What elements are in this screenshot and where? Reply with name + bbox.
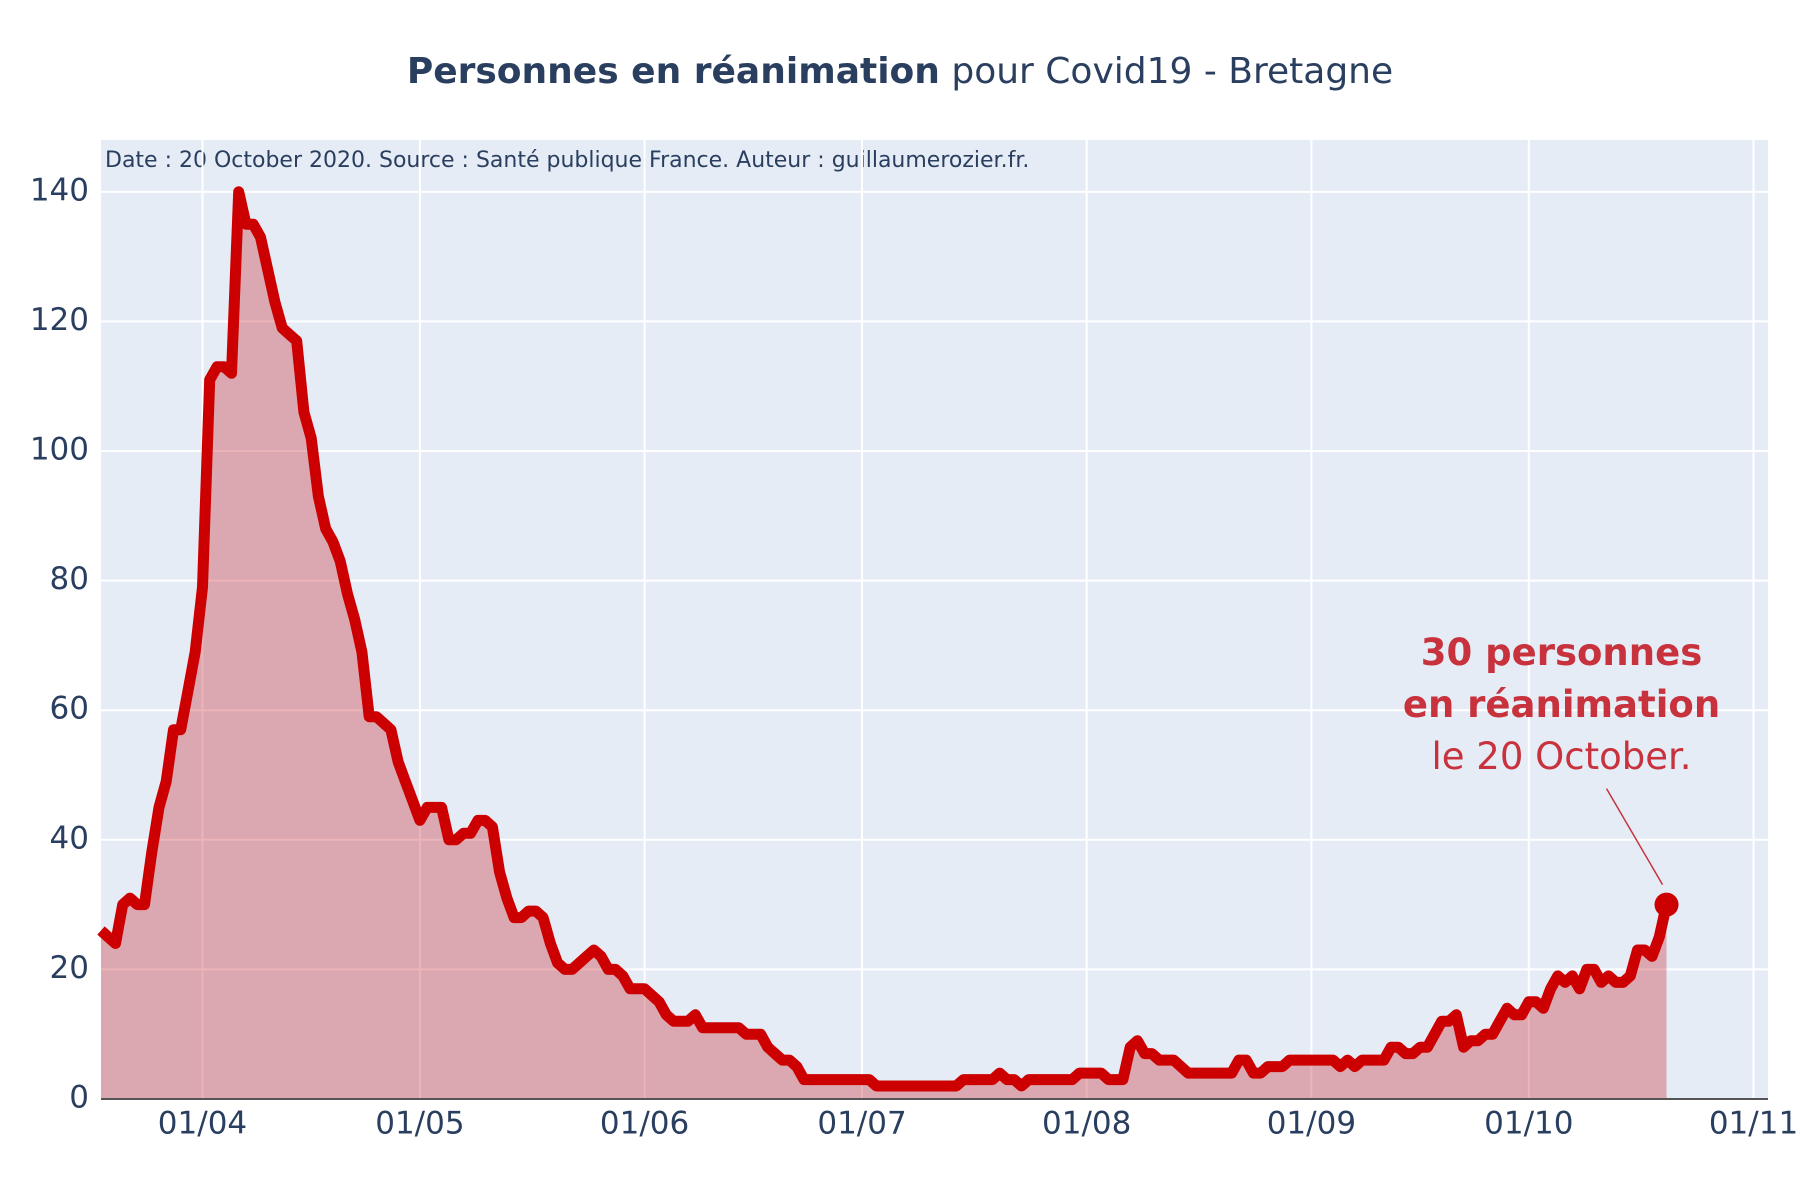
subtitle: Date : 20 October 2020. Source : Santé p… <box>105 148 1029 173</box>
x-tick-label: 01/07 <box>817 1106 906 1142</box>
chart-title: Personnes en réanimation pour Covid19 - … <box>407 51 1393 92</box>
y-tick-label: 0 <box>69 1080 89 1116</box>
y-tick-label: 100 <box>30 432 89 468</box>
y-tick-label: 140 <box>30 172 89 208</box>
x-tick-label: 01/06 <box>600 1106 689 1142</box>
x-tick-label: 01/05 <box>375 1106 464 1142</box>
y-tick-label: 20 <box>50 950 89 986</box>
annotation-arrow <box>1605 788 1664 885</box>
y-tick-label: 40 <box>50 820 89 856</box>
area-fill <box>101 191 1667 1100</box>
title-rest: pour Covid19 - Bretagne <box>951 51 1393 92</box>
line <box>97 186 1672 1092</box>
y-tick-label: 80 <box>50 561 89 597</box>
title-bold: Personnes en réanimation <box>407 51 940 92</box>
last-point <box>1654 892 1679 917</box>
x-tick-label: 01/10 <box>1484 1106 1573 1142</box>
annotation-text: le 20 October. <box>1431 735 1691 778</box>
y-tick-label: 60 <box>50 691 89 727</box>
x-tick-label: 01/09 <box>1267 1106 1356 1142</box>
x-tick-label: 01/08 <box>1042 1106 1131 1142</box>
x-tick-label: 01/11 <box>1709 1106 1798 1142</box>
x-tick-label: 01/04 <box>158 1106 247 1142</box>
y-tick-label: 120 <box>30 302 89 338</box>
annotation-text: en réanimation <box>1403 683 1720 726</box>
annotation-text: 30 personnes <box>1421 631 1702 674</box>
plot-background <box>101 140 1768 1099</box>
